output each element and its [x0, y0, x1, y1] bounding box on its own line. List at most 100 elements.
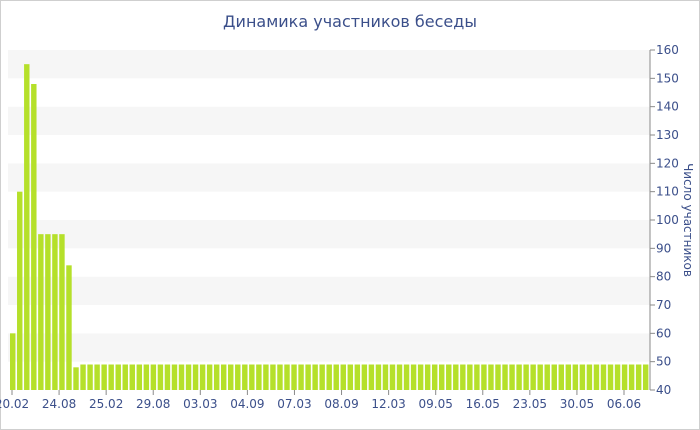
bar	[488, 364, 494, 390]
bar	[516, 364, 522, 390]
y-tick-label: 80	[656, 270, 671, 284]
bar	[424, 364, 431, 390]
bar	[439, 364, 445, 390]
chart-title: Динамика участников беседы	[223, 12, 477, 31]
bar	[628, 364, 635, 390]
bar	[389, 364, 396, 390]
bar	[17, 191, 23, 390]
bar	[108, 364, 114, 390]
bar	[579, 364, 586, 390]
bar	[157, 364, 164, 390]
bar	[101, 364, 107, 390]
bar	[256, 364, 262, 390]
bar	[94, 364, 100, 390]
y-tick-label: 140	[656, 100, 679, 114]
y-tick-label: 150	[656, 71, 679, 85]
bar	[312, 364, 318, 390]
bar	[80, 364, 86, 390]
bar	[319, 364, 325, 390]
bar	[481, 364, 487, 390]
bar	[45, 234, 51, 390]
grid-band	[8, 248, 650, 277]
x-tick-label: 16.05	[466, 397, 500, 411]
bar	[326, 364, 332, 390]
bar	[453, 364, 459, 390]
grid-band	[8, 220, 650, 249]
y-tick-label: 110	[656, 185, 679, 199]
y-tick-label: 100	[656, 213, 679, 227]
bar	[333, 364, 339, 390]
bar	[446, 364, 452, 390]
grid-band	[8, 106, 650, 135]
y-tick-label: 120	[656, 156, 679, 170]
bar	[509, 364, 515, 390]
bar	[396, 364, 403, 390]
bar	[600, 364, 607, 390]
x-tick-label: 07.03	[277, 397, 311, 411]
bar	[87, 364, 93, 390]
grid-bands	[8, 50, 650, 390]
bar	[213, 364, 220, 390]
bar	[368, 364, 375, 390]
x-tick-label: 25.02	[89, 397, 123, 411]
bar	[220, 364, 227, 390]
bar	[635, 364, 642, 390]
bar	[206, 364, 213, 390]
bar	[375, 364, 382, 390]
bar	[10, 333, 16, 390]
x-tick-label: 29.08	[136, 397, 170, 411]
bar	[410, 364, 417, 390]
bar	[614, 364, 621, 390]
bar	[523, 364, 529, 390]
y-tick-label: 130	[656, 128, 679, 142]
bar	[228, 364, 234, 390]
bar	[551, 364, 557, 390]
bar	[298, 364, 304, 390]
bar	[122, 364, 128, 390]
bar	[263, 364, 269, 390]
bar	[24, 64, 30, 391]
y-axis-label: Число участников	[681, 163, 695, 277]
x-tick-label: 20.02	[0, 397, 29, 411]
grid-band	[8, 333, 650, 362]
bar	[354, 364, 361, 390]
bar	[235, 364, 241, 390]
bar	[284, 364, 290, 390]
y-tick-label: 50	[656, 355, 671, 369]
bar	[73, 367, 79, 390]
bar	[565, 364, 572, 390]
bar	[242, 364, 248, 390]
x-tick-label: 24.08	[42, 397, 76, 411]
grid-band	[8, 191, 650, 220]
bar	[178, 364, 185, 390]
grid-band	[8, 78, 650, 107]
x-axis-ticks: 20.02 24.08 25.02 29.08 03.03 04.09 07.03 08.09…	[0, 390, 641, 411]
bar	[544, 364, 550, 390]
x-tick-label: 09.05	[419, 397, 453, 411]
bar	[31, 84, 37, 390]
bar	[467, 364, 473, 390]
grid-band	[8, 135, 650, 164]
x-tick-label: 23.05	[513, 397, 547, 411]
bar	[129, 364, 135, 390]
bar	[474, 364, 480, 390]
bar	[495, 364, 501, 390]
grid-band	[8, 163, 650, 192]
bar	[361, 364, 368, 390]
bar	[115, 364, 121, 390]
grid-band	[8, 50, 650, 79]
bar	[642, 364, 649, 390]
bar	[291, 364, 297, 390]
y-axis-ticks: 40 50 60 70 80 90 100 110 120 130 140 150 160	[649, 43, 679, 397]
bar	[586, 364, 593, 390]
bars	[10, 64, 649, 391]
bar	[537, 364, 543, 390]
x-tick-label: 12.03	[371, 397, 405, 411]
y-tick-label: 60	[656, 326, 671, 340]
bar	[277, 364, 283, 390]
bar	[502, 364, 508, 390]
bar	[460, 364, 466, 390]
bar	[558, 364, 564, 390]
grid-band	[8, 276, 650, 305]
grid-band	[8, 305, 650, 334]
